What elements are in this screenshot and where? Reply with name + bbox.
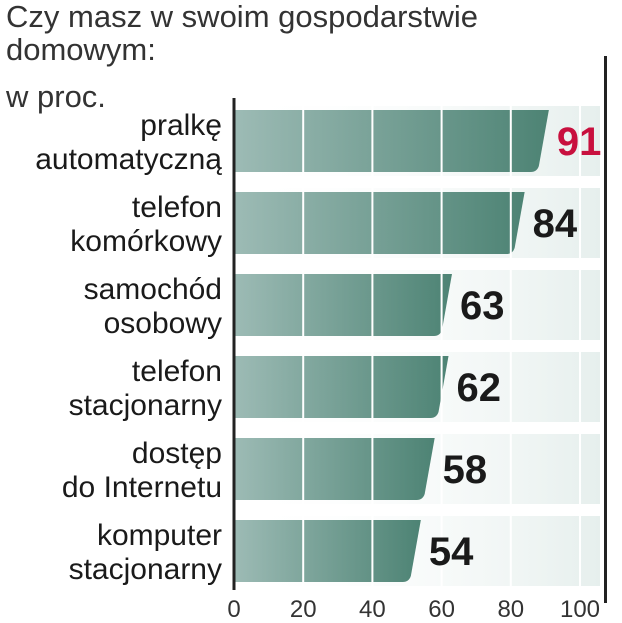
- bar: [234, 274, 452, 336]
- x-tick-label: 20: [290, 596, 317, 623]
- gridlines: [302, 100, 581, 590]
- category-label: komputer stacjonarny: [69, 519, 222, 586]
- category-label: telefon komórkowy: [70, 191, 222, 258]
- bar: [234, 110, 549, 172]
- x-tick-label: 100: [560, 596, 600, 623]
- category-label-line: samochód: [84, 273, 222, 306]
- category-label-line: do Internetu: [62, 471, 222, 504]
- x-tick-labels: 0 20 40 60 80 100: [227, 596, 600, 623]
- value-label: 84: [533, 202, 578, 246]
- x-tick-label: 80: [497, 596, 524, 623]
- category-label-line: stacjonarny: [69, 389, 222, 422]
- frame-edge: [604, 56, 607, 603]
- category-label-line: telefon: [132, 355, 222, 388]
- bar: [234, 192, 525, 254]
- category-label: pralkę automatyczną: [35, 109, 222, 176]
- category-label-line: pralkę: [140, 109, 222, 142]
- category-label: dostęp do Internetu: [62, 437, 222, 504]
- bars-group: [234, 110, 549, 582]
- value-label: 91: [557, 120, 602, 164]
- bar: [234, 438, 435, 500]
- x-tick-label: 60: [428, 596, 455, 623]
- value-label: 58: [443, 448, 488, 492]
- category-label-line: komputer: [97, 519, 222, 552]
- value-label: 62: [457, 366, 502, 410]
- category-label-line: komórkowy: [70, 225, 222, 258]
- chart-title: Czy masz w swoim gospodarstwie domowym:: [6, 0, 479, 67]
- chart-subtitle: w proc.: [6, 79, 106, 114]
- category-label: samochód osobowy: [84, 273, 222, 340]
- category-label-line: dostęp: [132, 437, 222, 470]
- x-tick-label: 40: [359, 596, 386, 623]
- value-labels: 91 84 63 62 58 54: [429, 120, 602, 574]
- x-tick-label: 0: [227, 596, 240, 623]
- bar: [234, 520, 421, 582]
- category-label-line: automatyczną: [35, 143, 222, 176]
- category-label-line: osobowy: [104, 307, 222, 340]
- category-label-line: stacjonarny: [69, 553, 222, 586]
- category-label-line: telefon: [132, 191, 222, 224]
- bar: [234, 356, 449, 418]
- value-label: 63: [460, 284, 505, 328]
- category-label: telefon stacjonarny: [69, 355, 222, 422]
- value-label: 54: [429, 530, 474, 574]
- background-bands: [234, 106, 600, 586]
